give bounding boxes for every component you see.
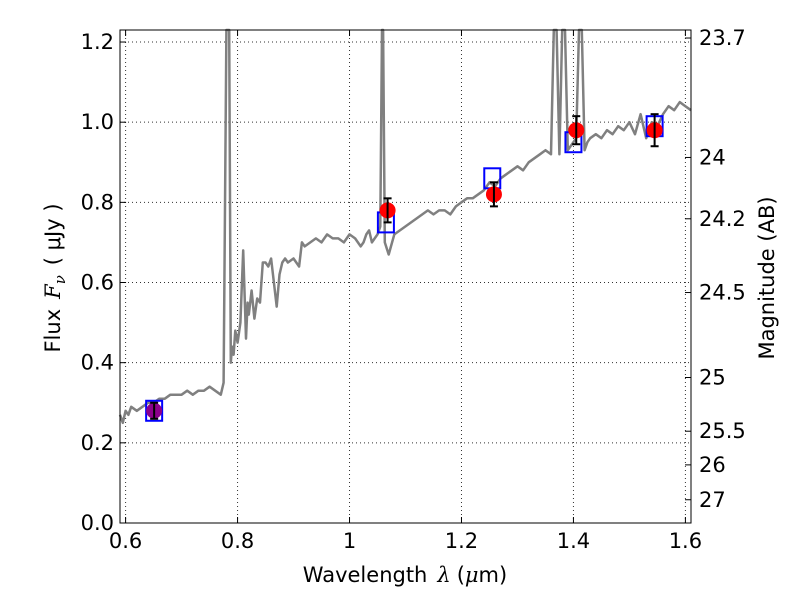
- y-tick-label: 1.2: [81, 30, 114, 54]
- y2-tick-label: 25: [699, 366, 726, 390]
- x-tick-label: 1.6: [669, 529, 702, 553]
- y2-tick-label: 23.7: [699, 26, 746, 50]
- grid-layer: [120, 30, 691, 524]
- x-tick-label: 1.2: [445, 529, 478, 553]
- x-axis-title: Wavelength λ (μm): [303, 563, 507, 587]
- y-ticks-layer: 0.0 0.2 0.4 0.6 0.8 1.0 1.2: [81, 30, 126, 535]
- observed-points-layer: [146, 113, 663, 420]
- y-tick-label: 0.8: [81, 190, 114, 214]
- y2-tick-label: 24.5: [699, 281, 746, 305]
- spectrum-line: [118, 28, 692, 425]
- y2-tick-label: 24.2: [699, 207, 746, 231]
- x-tick-label: 1: [343, 529, 356, 553]
- y2-tick-label: 25.5: [699, 419, 746, 443]
- x-tick-label: 0.8: [221, 529, 254, 553]
- x-tick-label: 1.4: [557, 529, 590, 553]
- y-tick-label: 1.0: [81, 110, 114, 134]
- x-ticks-layer: 0.6 0.8 1 1.2 1.4 1.6: [109, 30, 702, 553]
- x-tick-label: 0.6: [109, 529, 142, 553]
- y2-axis-title: Magnitude (AB): [755, 196, 779, 359]
- y2-tick-label: 26: [699, 453, 726, 477]
- y-axis-title: FluxFν( μJy ): [41, 203, 69, 352]
- spectrum-layer: [118, 28, 692, 425]
- plot-frame: [119, 29, 692, 524]
- y2-ticks-layer: 23.7 24 24.2 24.5 25 25.5 26 27: [685, 26, 746, 512]
- y-tick-label: 0.0: [81, 511, 114, 535]
- y-tick-label: 0.4: [81, 351, 114, 375]
- y-tick-label: 0.6: [81, 271, 114, 295]
- y2-tick-label: 24: [699, 145, 726, 169]
- y-tick-label: 0.2: [81, 431, 114, 455]
- y2-tick-label: 27: [699, 488, 726, 512]
